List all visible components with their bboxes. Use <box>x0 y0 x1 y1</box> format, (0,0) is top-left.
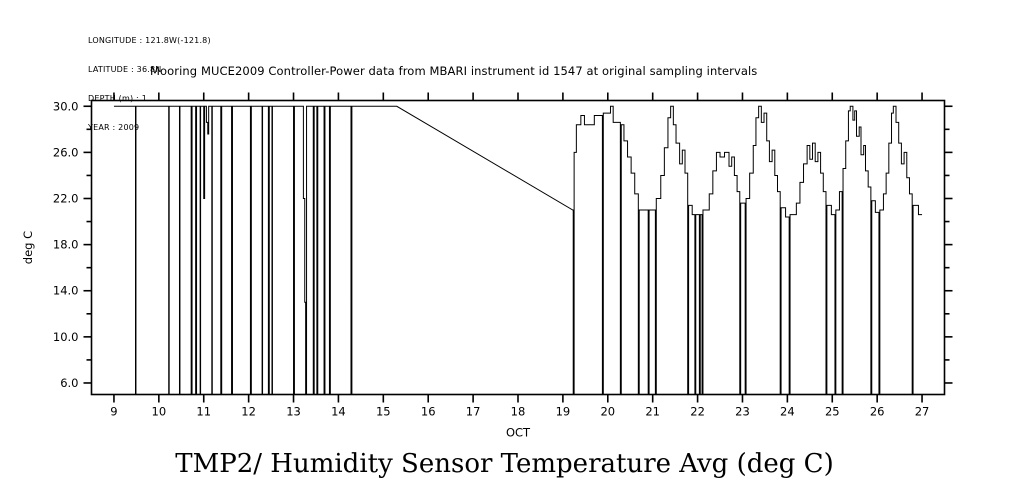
x-tick-label: 14 <box>331 405 346 419</box>
metadata-latitude: LATITUDE : 36.8N <box>88 64 162 74</box>
y-tick-label: 18.0 <box>53 238 79 252</box>
metadata-depth: DEPTH (m) : 1 <box>88 93 147 103</box>
x-axis-label: OCT <box>506 426 531 440</box>
x-tick-label: 19 <box>556 405 571 419</box>
x-tick-label: 27 <box>915 405 930 419</box>
x-tick-label: 24 <box>780 405 795 419</box>
x-tick-label: 16 <box>421 405 436 419</box>
plot-frame <box>90 99 946 396</box>
x-tick-label: 9 <box>110 405 117 419</box>
x-tick-label: 11 <box>196 405 211 419</box>
x-tick-label: 12 <box>241 405 256 419</box>
metadata-year: YEAR : 2009 <box>88 122 140 132</box>
y-tick-label: 22.0 <box>53 192 79 206</box>
x-tick-label: 18 <box>511 405 526 419</box>
y-tick-label: 6.0 <box>60 376 78 390</box>
x-tick-label: 23 <box>735 405 750 419</box>
x-tick-label: 26 <box>870 405 885 419</box>
x-tick-label: 10 <box>152 405 167 419</box>
x-tick-label: 17 <box>466 405 481 419</box>
y-axis-label: deg C <box>21 231 35 264</box>
chart-title: Mooring MUCE2009 Controller-Power data f… <box>150 64 758 78</box>
data-series-line <box>113 105 923 395</box>
x-tick-label: 25 <box>825 405 840 419</box>
x-tick-label: 21 <box>645 405 660 419</box>
x-tick-label: 22 <box>690 405 705 419</box>
x-tick-label: 20 <box>600 405 615 419</box>
metadata-block: LONGITUDE : 121.8W(-121.8) LATITUDE : 36… <box>88 17 211 151</box>
figure-caption: TMP2/ Humidity Sensor Temperature Avg (d… <box>175 449 834 479</box>
x-tick-label: 13 <box>286 405 301 419</box>
y-tick-label: 10.0 <box>53 330 79 344</box>
x-tick-label: 15 <box>376 405 391 419</box>
y-tick-label: 14.0 <box>53 284 79 298</box>
y-tick-label: 26.0 <box>53 145 79 159</box>
y-tick-label: 30.0 <box>53 99 79 113</box>
metadata-longitude: LONGITUDE : 121.8W(-121.8) <box>88 36 211 46</box>
